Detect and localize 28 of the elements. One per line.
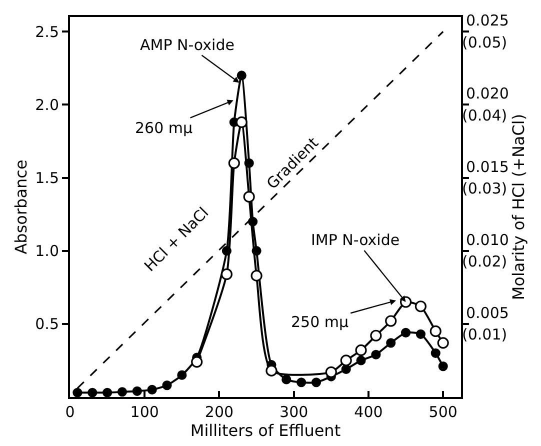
y2-tick-label: 0.005 (466, 304, 509, 322)
y-axis-title: Absorbance (12, 160, 31, 254)
y-tick-label: 0.5 (35, 315, 59, 334)
y2-tick-label: 0.020 (466, 84, 509, 103)
annotation: AMP N-oxide (140, 36, 234, 54)
y3-tick-label: (0.01) (462, 326, 508, 344)
y2-tick-label: 0.025 (466, 12, 509, 30)
annotation: 260 mμ (135, 119, 194, 137)
y3-tick-label: (0.02) (462, 252, 508, 271)
y3-tick-label: (0.03) (462, 180, 508, 198)
y-tick-label: 2.0 (35, 96, 59, 114)
y3-tick-label: (0.04) (462, 106, 508, 124)
x-axis-title: Milliters of Effluent (190, 421, 341, 440)
x-tick-label: 0 (65, 403, 75, 421)
y-tick-label: 1.0 (35, 242, 59, 260)
annotation: IMP N-oxide (311, 231, 400, 249)
x-tick-label: 400 (354, 403, 383, 421)
x-tick-label: 100 (130, 403, 159, 421)
x-tick-label: 500 (428, 403, 458, 421)
x-tick-label: 200 (204, 403, 234, 421)
y2-tick-label: 0.015 (466, 158, 509, 176)
y-tick-label: 2.5 (35, 22, 59, 41)
y3-tick-label: (0.05) (462, 33, 508, 52)
y2-axis-title: Molarity of HCl (+NaCl) (508, 114, 528, 300)
y-tick-label: 1.5 (35, 169, 59, 188)
y2-tick-label: 0.010 (466, 230, 509, 249)
annotation: 250 mμ (291, 313, 350, 331)
x-tick-label: 300 (280, 403, 308, 421)
